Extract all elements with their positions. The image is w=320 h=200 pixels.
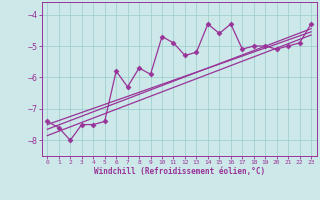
- X-axis label: Windchill (Refroidissement éolien,°C): Windchill (Refroidissement éolien,°C): [94, 167, 265, 176]
